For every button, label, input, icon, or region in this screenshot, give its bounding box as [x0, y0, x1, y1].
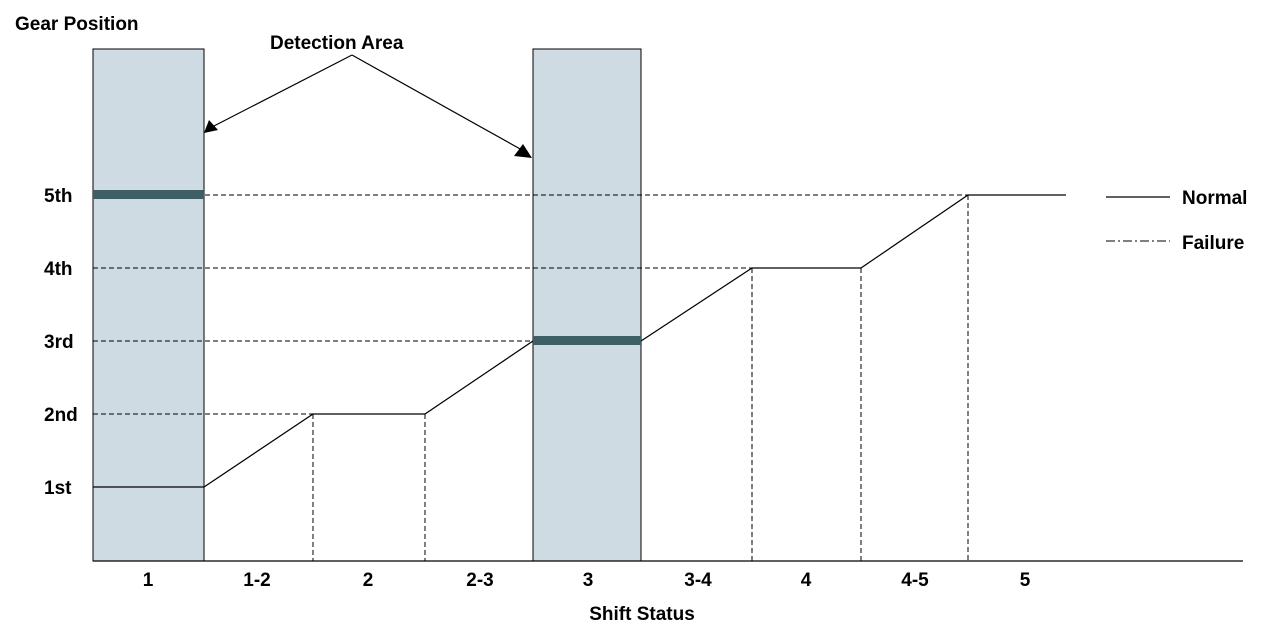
- gear-label-5th: 5th: [44, 186, 73, 207]
- status-label-3: 3: [583, 570, 594, 591]
- status-label-2: 2: [363, 570, 374, 591]
- failure-marker-band-1: [93, 190, 204, 199]
- gear-label-3rd: 3rd: [44, 332, 74, 353]
- arrow-line-left: [211, 54, 353, 128]
- status-label-1-2: 1-2: [243, 570, 270, 591]
- status-label-2-3: 2-3: [466, 570, 493, 591]
- failure-marker-band-3: [533, 336, 641, 345]
- y-axis-title: Gear Position: [15, 14, 139, 35]
- arrowhead-right-icon: [514, 144, 532, 158]
- legend-normal-label: Normal: [1182, 188, 1247, 209]
- gear-label-4th: 4th: [44, 259, 73, 280]
- status-label-4: 4: [801, 570, 812, 591]
- gear-label-1st: 1st: [44, 478, 72, 499]
- status-label-5: 5: [1020, 570, 1031, 591]
- gear-label-2nd: 2nd: [44, 405, 78, 426]
- status-label-1: 1: [143, 570, 154, 591]
- detection-area-band-1: [92, 48, 205, 562]
- status-label-3-4: 3-4: [684, 570, 712, 591]
- detection-area-band-3: [532, 48, 642, 562]
- status-label-4-5: 4-5: [901, 570, 929, 591]
- arrow-line-right: [351, 54, 523, 151]
- x-axis-title: Shift Status: [589, 604, 695, 625]
- arrowhead-left-icon: [204, 120, 218, 133]
- legend-failure-label: Failure: [1182, 233, 1244, 254]
- detection-area-label: Detection Area: [270, 33, 404, 54]
